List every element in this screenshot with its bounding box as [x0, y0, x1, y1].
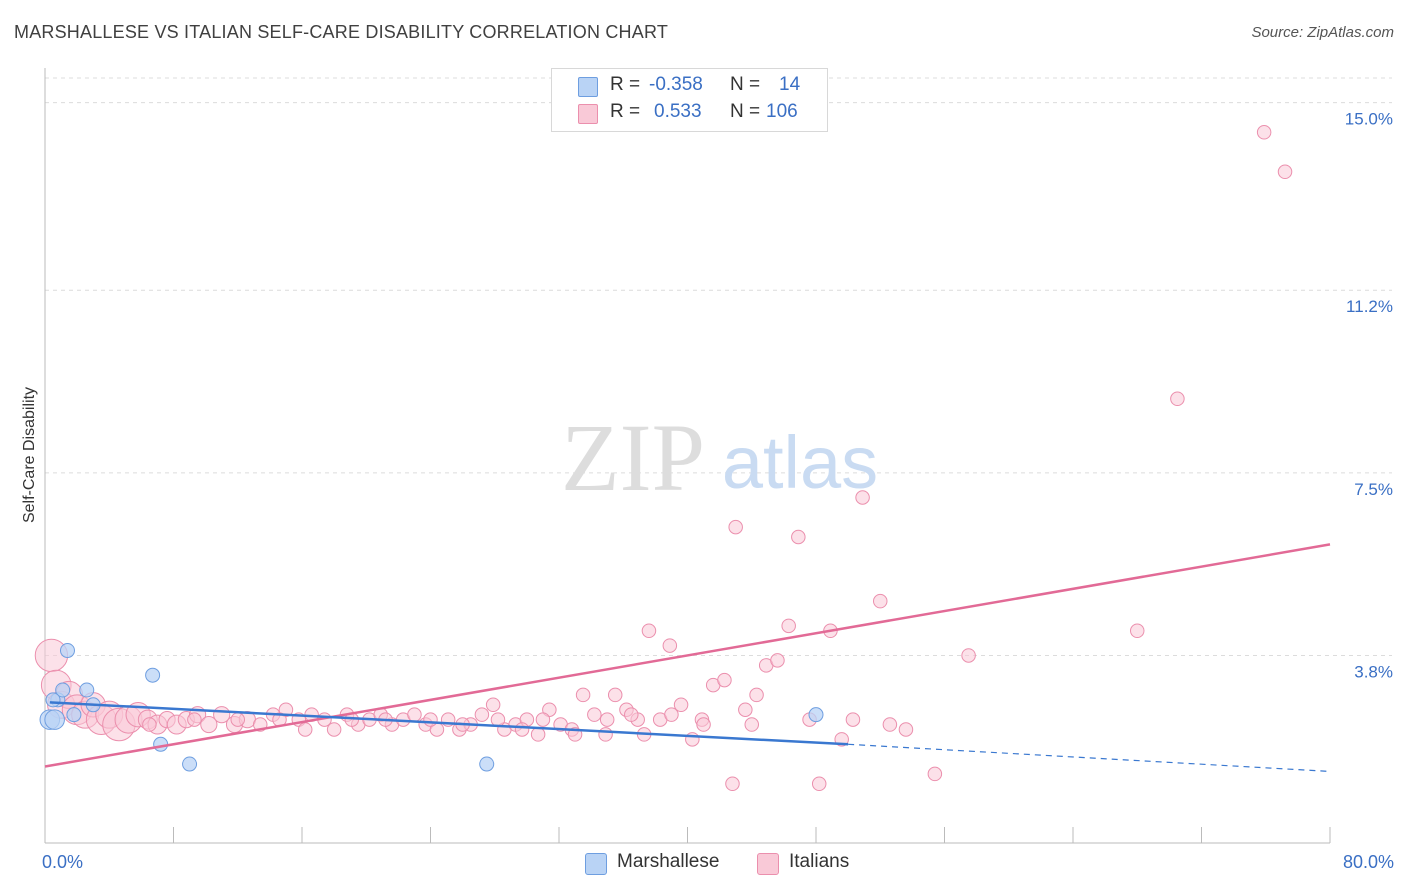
- marshallese-r-value: -0.358: [649, 74, 703, 95]
- italians-n-value: 106: [766, 101, 798, 122]
- italians-point: [770, 653, 785, 668]
- italians-point: [717, 672, 732, 688]
- italians-point: [744, 717, 759, 732]
- y-tick-label: 3.8%: [1354, 662, 1393, 681]
- italians-point: [696, 717, 711, 732]
- italians-point: [898, 722, 914, 737]
- watermark-atlas: atlas: [722, 421, 878, 504]
- italians-point: [598, 727, 613, 742]
- italians-point: [749, 687, 764, 703]
- italians-point: [474, 707, 490, 722]
- marshallese-swatch: [578, 77, 598, 97]
- marshallese-point: [66, 707, 82, 723]
- italians-point: [230, 712, 245, 727]
- marshallese-point: [44, 709, 65, 730]
- y-tick-label: 11.2%: [1346, 297, 1393, 316]
- italians-swatch: [578, 104, 598, 124]
- italians-point: [855, 490, 870, 505]
- italians-point: [485, 697, 501, 713]
- legend-marshallese-swatch: [585, 853, 607, 875]
- y-tick-label: 15.0%: [1345, 110, 1393, 129]
- italians-point: [738, 702, 753, 717]
- italians-point: [882, 717, 898, 732]
- italians-point: [1170, 391, 1185, 407]
- italians-point: [725, 776, 740, 792]
- italians-r-label: R =: [610, 101, 641, 122]
- legend-italians-label: Italians: [789, 851, 850, 872]
- legend-italians-swatch: [757, 853, 779, 875]
- stats-box: R = -0.358 N = 14 R = 0.533 N = 106: [551, 68, 828, 132]
- italians-point: [728, 519, 743, 535]
- italians-point: [662, 638, 678, 653]
- italians-point: [664, 707, 679, 722]
- italians-point: [673, 697, 689, 713]
- italians-point: [326, 722, 342, 737]
- marshallese-trend-extension: [848, 743, 1331, 773]
- marshallese-point: [153, 736, 169, 752]
- marshallese-trend-line: [49, 701, 849, 746]
- x-tick-min: 0.0%: [42, 852, 84, 872]
- marshallese-point: [808, 707, 824, 723]
- trend-lines: [44, 543, 1331, 773]
- italians-point: [927, 766, 943, 782]
- stats-row-marshallese: R = -0.358 N = 14: [552, 74, 827, 100]
- italians-point: [845, 712, 861, 727]
- italians-point: [187, 712, 202, 727]
- italians-point: [490, 712, 506, 727]
- marshallese-point: [59, 643, 75, 659]
- marshallese-point: [79, 682, 95, 698]
- marshallese-point: [182, 756, 198, 772]
- italians-trend-line: [44, 543, 1331, 768]
- marshallese-point: [55, 682, 71, 698]
- italians-point: [575, 687, 591, 703]
- italians-point: [607, 687, 623, 703]
- y-tick-labels: 3.8% 7.5% 11.2% 15.0%: [1345, 110, 1393, 682]
- italians-point: [791, 529, 806, 545]
- italians-point: [781, 618, 796, 634]
- x-tick-max: 80.0%: [1342, 852, 1394, 872]
- italians-point: [297, 722, 313, 737]
- marshallese-r-label: R =: [610, 74, 641, 95]
- chart-title: MARSHALLESE VS ITALIAN SELF-CARE DISABIL…: [14, 22, 669, 42]
- marshallese-point: [145, 667, 161, 683]
- italians-point: [873, 593, 888, 609]
- italians-point: [1256, 125, 1272, 140]
- italians-point: [1130, 623, 1145, 639]
- italians-point: [514, 722, 530, 737]
- italians-point: [535, 712, 551, 727]
- italians-point: [423, 712, 438, 727]
- italians-point: [1277, 164, 1293, 180]
- italians-point: [200, 715, 218, 734]
- legend-marshallese-label: Marshallese: [617, 851, 720, 872]
- italians-r-value: 0.533: [654, 101, 702, 122]
- watermark-zip: ZIP: [561, 404, 705, 511]
- italians-point: [961, 648, 976, 663]
- marshallese-n-value: 14: [779, 74, 801, 95]
- italians-point: [624, 707, 639, 722]
- italians-point: [811, 776, 827, 792]
- italians-point: [599, 712, 615, 727]
- source-label: Source: ZipAtlas.com: [1251, 24, 1394, 41]
- marshallese-point: [479, 756, 495, 772]
- marshallese-points: [39, 643, 824, 772]
- italians-point: [407, 707, 422, 722]
- italians-point: [641, 623, 657, 639]
- italians-n-label: N =: [730, 101, 761, 122]
- italians-point: [587, 707, 602, 722]
- marshallese-n-label: N =: [730, 74, 761, 95]
- italians-point: [530, 727, 546, 742]
- marshallese-point: [45, 692, 61, 708]
- italians-point: [142, 717, 157, 732]
- watermark: ZIP atlas: [561, 404, 878, 511]
- stats-row-italians: R = 0.533 N = 106: [552, 101, 827, 127]
- y-tick-label: 7.5%: [1354, 480, 1393, 499]
